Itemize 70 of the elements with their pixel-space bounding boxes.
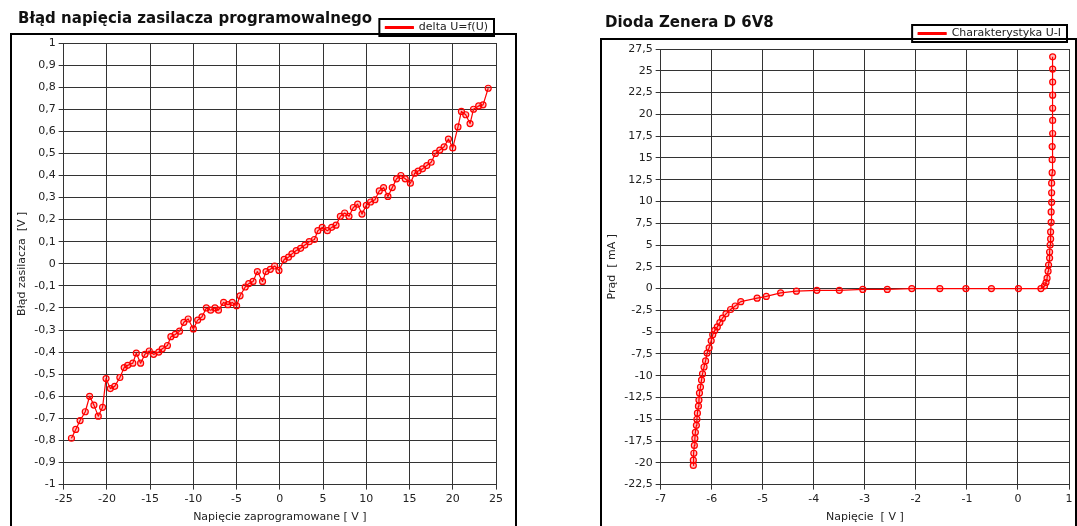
- y-tick-label: -2,5: [631, 303, 653, 317]
- y-tick-label: 1: [48, 35, 56, 49]
- y-tick-label: -15: [634, 412, 653, 426]
- x-axis-title: Napięcie [ V ]: [825, 510, 904, 524]
- y-tick-label: 0,6: [38, 124, 56, 138]
- x-tick-label: -3: [859, 492, 871, 506]
- y-tick-label: -22,5: [624, 477, 653, 491]
- y-tick-label: -0,1: [34, 278, 56, 292]
- x-tick-label: -25: [54, 492, 73, 506]
- y-tick-label: 0,9: [38, 57, 56, 71]
- legend-label: delta U=f(U): [418, 20, 489, 34]
- y-tick-label: 0,2: [38, 212, 56, 226]
- y-tick-label: -0,7: [34, 411, 56, 425]
- y-tick-label: 0,1: [38, 234, 56, 248]
- y-tick-label: -0,4: [34, 344, 56, 358]
- y-axis-title: Błąd zasilacza [V ]: [15, 211, 29, 316]
- y-tick-label: 0: [645, 281, 653, 295]
- y-tick-label: -10: [634, 368, 653, 382]
- x-axis-title: Napięcie zaprogramowane [ V ]: [193, 510, 367, 524]
- x-tick-label: -2: [910, 492, 922, 506]
- y-tick-label: -5: [641, 325, 653, 338]
- x-tick-label: -1: [961, 492, 973, 506]
- y-tick-label: 7,5: [635, 216, 653, 230]
- y-tick-label: 27,5: [628, 41, 653, 55]
- y-tick-label: 17,5: [628, 128, 653, 142]
- y-tick-label: 5: [645, 237, 653, 251]
- y-tick-label: -12,5: [624, 390, 653, 404]
- chart-title: Błąd napięcia zasilacza programowalnego: [18, 9, 373, 27]
- y-tick-label: -17,5: [624, 433, 653, 447]
- x-tick-label: 0: [1014, 492, 1022, 506]
- y-tick-label: 20: [638, 107, 653, 121]
- y-tick-label: -0,5: [34, 367, 56, 381]
- chart-title: Dioda Zenera D 6V8: [605, 13, 774, 31]
- x-tick-label: 5: [319, 492, 327, 506]
- x-tick-label: -5: [757, 492, 769, 506]
- x-tick-label: -20: [97, 492, 116, 506]
- y-tick-label: 10: [638, 194, 653, 208]
- y-tick-label: 25: [638, 63, 653, 77]
- y-tick-label: 0: [48, 256, 56, 270]
- x-tick-label: -4: [808, 492, 820, 506]
- legend-label: Charakterystyka U-I: [951, 26, 1061, 40]
- y-tick-label: 0,3: [38, 190, 56, 204]
- y-tick-label: 22,5: [628, 85, 653, 99]
- y-tick-label: -0,9: [34, 455, 56, 469]
- y-tick-label: 0,7: [38, 102, 56, 116]
- x-tick-label: 25: [489, 492, 503, 506]
- x-tick-label: 20: [445, 492, 460, 506]
- y-tick-label: -1: [44, 477, 56, 491]
- x-tick-label: -7: [655, 492, 667, 506]
- y-tick-label: 0,4: [38, 168, 56, 182]
- y-tick-label: -0,2: [34, 300, 56, 314]
- x-tick-label: -5: [231, 492, 243, 506]
- x-tick-label: 0: [276, 492, 284, 506]
- y-tick-label: 0,8: [38, 80, 56, 94]
- y-tick-label: -0,6: [34, 389, 56, 403]
- y-tick-label: 12,5: [628, 172, 653, 186]
- y-tick-label: 0,5: [38, 146, 56, 160]
- x-tick-label: 15: [402, 492, 417, 506]
- y-axis-title: Prąd [ mA ]: [605, 234, 619, 300]
- y-tick-label: -7,5: [631, 346, 653, 360]
- x-tick-label: 1: [1065, 492, 1073, 506]
- y-tick-label: 2,5: [635, 259, 653, 273]
- y-tick-label: 15: [638, 150, 653, 164]
- y-tick-label: -0,8: [34, 433, 56, 447]
- y-tick-label: -0,3: [34, 322, 56, 336]
- x-tick-label: 10: [359, 492, 374, 506]
- y-tick-label: -20: [634, 455, 653, 469]
- x-tick-label: -6: [706, 492, 718, 506]
- x-tick-label: -15: [141, 492, 160, 506]
- x-tick-label: -10: [184, 492, 203, 506]
